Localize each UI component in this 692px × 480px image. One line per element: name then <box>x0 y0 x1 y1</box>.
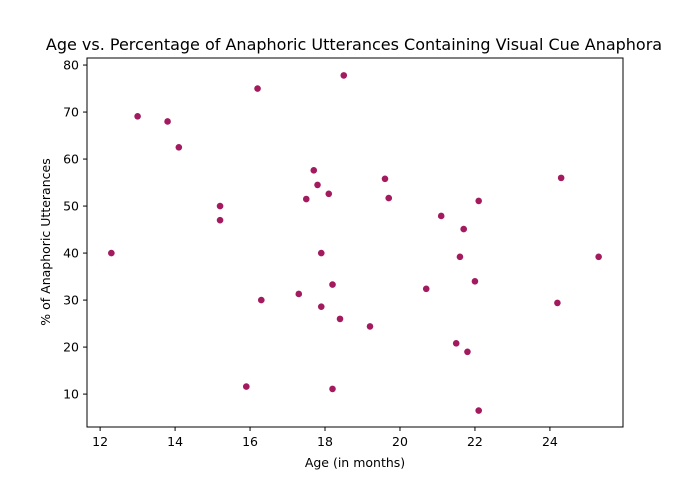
data-point <box>257 296 265 304</box>
data-point <box>340 72 348 79</box>
y-axis-label: % of Anaphoric Utterances <box>38 158 53 325</box>
x-tick-label: 22 <box>467 434 483 449</box>
data-point <box>175 144 183 151</box>
data-points <box>108 72 602 414</box>
data-point <box>295 290 303 298</box>
data-point <box>314 181 321 189</box>
data-point <box>385 194 393 202</box>
data-point <box>302 195 310 203</box>
data-point <box>317 303 325 310</box>
data-point <box>336 315 344 323</box>
chart-title: Age vs. Percentage of Anaphoric Utteranc… <box>46 35 662 54</box>
data-point <box>557 174 565 182</box>
y-tick-label: 20 <box>63 340 79 355</box>
data-point <box>164 118 171 125</box>
data-point <box>216 216 224 224</box>
data-point <box>422 285 430 293</box>
data-point <box>460 225 468 233</box>
data-point <box>254 85 261 92</box>
x-axis-label: Age (in months) <box>305 455 405 470</box>
data-point <box>475 197 482 205</box>
x-tick-label: 16 <box>242 434 258 449</box>
data-point <box>329 385 336 393</box>
data-point <box>134 112 141 120</box>
data-point <box>108 249 115 257</box>
data-point <box>452 340 460 347</box>
data-point <box>437 212 445 220</box>
data-point <box>464 348 471 356</box>
y-tick-label: 60 <box>63 152 79 167</box>
y-tick-label: 40 <box>63 246 79 261</box>
y-tick-label: 10 <box>63 387 79 402</box>
y-tick-label: 30 <box>63 293 79 308</box>
x-tick-label: 14 <box>167 434 183 449</box>
data-point <box>310 167 318 174</box>
plot-area-frame <box>86 57 624 428</box>
data-point <box>381 175 389 183</box>
x-axis: 12 14 16 18 20 22 24 <box>92 427 558 449</box>
data-point <box>317 249 325 257</box>
y-tick-label: 70 <box>63 105 79 120</box>
data-point <box>243 383 250 390</box>
data-point <box>366 323 374 330</box>
y-tick-label: 80 <box>63 58 79 73</box>
y-tick-label: 50 <box>63 199 79 214</box>
x-tick-label: 12 <box>92 434 108 449</box>
data-point <box>475 407 482 414</box>
data-point <box>216 202 224 210</box>
data-point <box>554 299 561 307</box>
data-point <box>456 253 464 261</box>
data-point <box>329 281 336 288</box>
data-point <box>471 277 479 285</box>
x-tick-label: 20 <box>392 434 408 449</box>
y-axis: 10 20 30 40 50 60 70 80 <box>63 58 87 402</box>
data-point <box>595 253 602 261</box>
x-tick-label: 24 <box>542 434 558 449</box>
x-tick-label: 18 <box>317 434 333 449</box>
data-point <box>325 190 333 198</box>
